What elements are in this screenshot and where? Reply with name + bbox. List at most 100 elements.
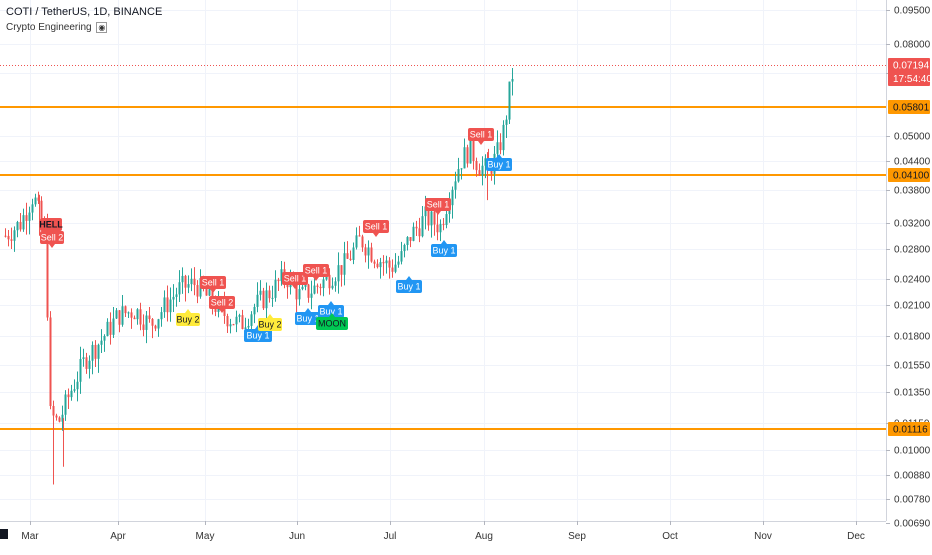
candle-body[interactable]	[364, 247, 367, 256]
signal-label-sell[interactable]: Sell 1	[363, 220, 389, 237]
candle-body[interactable]	[424, 206, 427, 217]
candle-body[interactable]	[385, 260, 388, 264]
signal-label-sell[interactable]: Sell 1	[282, 272, 308, 289]
signal-label-buy[interactable]: Buy 1	[295, 308, 321, 325]
candle-body[interactable]	[382, 262, 385, 264]
candle-body[interactable]	[436, 224, 439, 233]
candle-body[interactable]	[478, 170, 481, 176]
candle-body[interactable]	[355, 235, 358, 248]
candle-body[interactable]	[457, 169, 460, 182]
candle-body[interactable]	[361, 236, 364, 248]
candle-body[interactable]	[166, 297, 169, 313]
time-axis-bg[interactable]	[0, 521, 886, 550]
signal-label-buy2[interactable]: Buy 2	[258, 314, 282, 331]
candle-body[interactable]	[304, 284, 307, 287]
signal-label-buy[interactable]: Buy 1	[318, 301, 344, 318]
candle-body[interactable]	[400, 251, 403, 262]
candle-body[interactable]	[439, 224, 442, 233]
candle-body[interactable]	[28, 212, 31, 221]
candle-body[interactable]	[82, 357, 85, 359]
candle-body[interactable]	[445, 214, 448, 226]
candle-body[interactable]	[64, 394, 67, 415]
candle-body[interactable]	[163, 297, 166, 313]
candle-body[interactable]	[502, 124, 505, 151]
candle-body[interactable]	[229, 324, 232, 327]
candle-body[interactable]	[58, 417, 61, 422]
candle-body[interactable]	[193, 278, 196, 286]
candle-body[interactable]	[118, 310, 121, 325]
candle-body[interactable]	[511, 78, 514, 82]
candle-body[interactable]	[403, 244, 406, 252]
candle-body[interactable]	[277, 279, 280, 282]
signal-label-sell[interactable]: Sell 1	[303, 264, 329, 281]
candle-body[interactable]	[31, 204, 34, 213]
candle-body[interactable]	[499, 142, 502, 151]
candle-body[interactable]	[169, 299, 172, 313]
price-axis-bg[interactable]	[886, 0, 932, 550]
candle-body[interactable]	[142, 324, 145, 330]
candle-body[interactable]	[508, 81, 511, 120]
candle-body[interactable]	[40, 200, 43, 221]
signal-label-sell[interactable]: Sell 2	[209, 296, 235, 313]
candle-body[interactable]	[430, 211, 433, 226]
candle-body[interactable]	[247, 325, 250, 328]
candle-body[interactable]	[91, 344, 94, 361]
candle-body[interactable]	[25, 215, 28, 221]
candle-body[interactable]	[373, 261, 376, 264]
candle-body[interactable]	[136, 309, 139, 320]
signal-label-sell[interactable]: Sell 1	[468, 128, 494, 145]
signal-label-moon[interactable]: MOON	[316, 313, 348, 330]
candle-body[interactable]	[109, 321, 112, 335]
candle-body[interactable]	[67, 394, 70, 398]
candle-body[interactable]	[232, 324, 235, 326]
signal-label-sell[interactable]: Sell 1	[200, 276, 226, 293]
signal-label-buy[interactable]: Buy 1	[396, 276, 422, 293]
candle-body[interactable]	[121, 306, 124, 325]
candle-body[interactable]	[352, 247, 355, 260]
candle-body[interactable]	[157, 319, 160, 329]
candle-body[interactable]	[367, 247, 370, 256]
indicator-label[interactable]: Crypto Engineering ◉	[6, 21, 162, 35]
candle-body[interactable]	[259, 290, 262, 295]
candle-body[interactable]	[49, 317, 52, 407]
candle-body[interactable]	[160, 312, 163, 320]
candle-body[interactable]	[412, 226, 415, 241]
candle-body[interactable]	[106, 321, 109, 337]
candle-body[interactable]	[100, 340, 103, 345]
candle-body[interactable]	[265, 290, 268, 309]
signal-label-sell[interactable]: Sell 2	[40, 231, 64, 248]
candle-body[interactable]	[250, 314, 253, 326]
candle-body[interactable]	[55, 415, 58, 418]
candle-body[interactable]	[451, 189, 454, 206]
candle-body[interactable]	[370, 247, 373, 262]
candle-body[interactable]	[61, 414, 64, 422]
candle-body[interactable]	[349, 258, 352, 260]
candle-body[interactable]	[196, 285, 199, 297]
candle-body[interactable]	[94, 344, 97, 359]
candle-body[interactable]	[184, 275, 187, 288]
candle-body[interactable]	[442, 224, 445, 226]
signal-label-buy2[interactable]: Buy 2	[176, 309, 200, 326]
candle-body[interactable]	[34, 197, 37, 205]
candle-body[interactable]	[328, 274, 331, 289]
candle-body[interactable]	[70, 390, 73, 398]
candle-body[interactable]	[52, 406, 55, 416]
candle-body[interactable]	[298, 289, 301, 300]
candle-body[interactable]	[112, 318, 115, 335]
candle-body[interactable]	[181, 275, 184, 283]
candle-body[interactable]	[103, 336, 106, 341]
candle-body[interactable]	[391, 267, 394, 272]
candle-body[interactable]	[139, 309, 142, 325]
candle-body[interactable]	[76, 381, 79, 390]
candle-body[interactable]	[316, 285, 319, 287]
candle-body[interactable]	[415, 226, 418, 229]
candle-body[interactable]	[388, 260, 391, 268]
candle-body[interactable]	[484, 158, 487, 166]
candle-body[interactable]	[37, 197, 40, 201]
candle-body[interactable]	[46, 226, 49, 318]
eye-icon[interactable]: ◉	[96, 22, 108, 33]
candle-body[interactable]	[307, 284, 310, 298]
candle-body[interactable]	[208, 289, 211, 296]
candle-body[interactable]	[397, 261, 400, 265]
